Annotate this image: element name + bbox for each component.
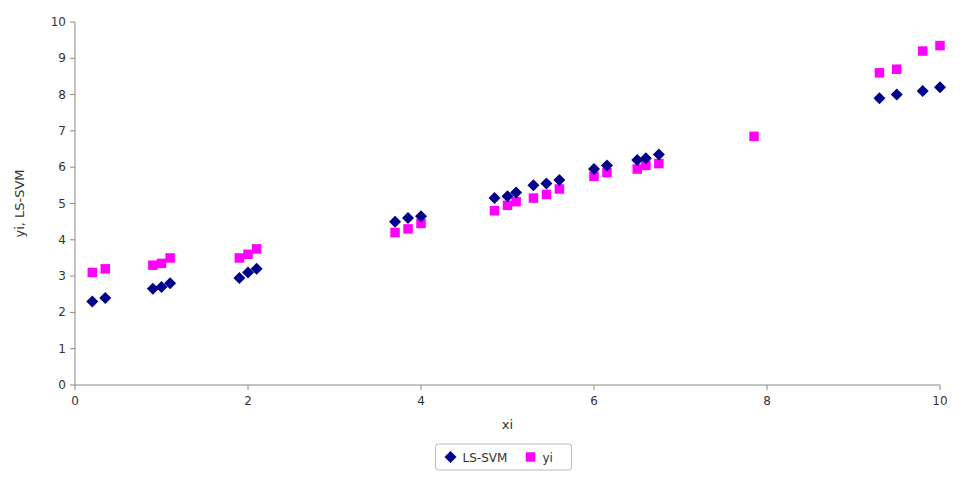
point xyxy=(917,85,929,97)
y-tick xyxy=(70,22,75,23)
y-tick-label: 2 xyxy=(58,305,66,319)
y-tick xyxy=(70,130,75,131)
point xyxy=(935,41,945,51)
y-tick xyxy=(70,276,75,277)
point xyxy=(489,192,501,204)
series-1 xyxy=(88,41,945,277)
point xyxy=(527,179,539,191)
y-tick-label: 7 xyxy=(58,124,66,138)
point xyxy=(553,174,565,186)
y-tick xyxy=(70,348,75,349)
series-0 xyxy=(86,81,946,307)
y-tick xyxy=(70,385,75,386)
point xyxy=(86,296,98,308)
plot-area xyxy=(86,41,946,308)
point xyxy=(510,187,522,199)
y-tick xyxy=(70,203,75,204)
point xyxy=(147,283,159,295)
x-tick-label: 10 xyxy=(932,394,947,408)
point xyxy=(588,163,600,175)
y-tick-label: 5 xyxy=(58,197,66,211)
y-tick-label: 4 xyxy=(58,233,66,247)
point xyxy=(601,159,613,171)
point xyxy=(402,212,414,224)
point xyxy=(148,260,158,270)
point xyxy=(891,89,903,101)
x-axis-label: xi xyxy=(502,417,513,432)
point xyxy=(157,259,167,269)
y-tick xyxy=(70,312,75,313)
y-tick xyxy=(70,167,75,168)
point xyxy=(490,206,500,216)
y-tick-label: 9 xyxy=(58,51,66,65)
point xyxy=(390,228,400,238)
legend-swatch xyxy=(526,452,536,462)
chart: 0 2 4 6 8 10 0 1 2 3 4 5 6 7 8 9 10 xi yi, LS-SVM LS-SVM yi xyxy=(0,0,975,490)
x-tick xyxy=(767,385,768,390)
point xyxy=(918,46,928,56)
x-tick-label: 0 xyxy=(71,394,79,408)
x-tick-label: 4 xyxy=(417,394,425,408)
legend-label: LS-SVM xyxy=(463,451,508,465)
y-tick-label: 3 xyxy=(58,269,66,283)
x-tick-label: 2 xyxy=(244,394,252,408)
legend-swatch xyxy=(445,451,457,463)
point xyxy=(403,224,413,234)
x-tick xyxy=(248,385,249,390)
point xyxy=(165,253,175,263)
point xyxy=(640,152,652,164)
x-tick-label: 6 xyxy=(590,394,598,408)
point xyxy=(875,68,885,78)
y-axis-label: yi, LS-SVM xyxy=(12,169,27,237)
point xyxy=(235,253,245,263)
x-tick-label: 8 xyxy=(763,394,771,408)
y-tick-label: 8 xyxy=(58,88,66,102)
y-tick xyxy=(70,94,75,95)
point xyxy=(251,263,263,275)
x-tick xyxy=(75,385,76,390)
y-tick-label: 1 xyxy=(58,342,66,356)
point xyxy=(653,148,665,160)
point xyxy=(631,154,643,166)
point xyxy=(873,92,885,104)
point xyxy=(415,210,427,222)
x-tick xyxy=(421,385,422,390)
point xyxy=(542,190,552,200)
y-tick-label: 0 xyxy=(58,378,66,392)
legend-label: yi xyxy=(543,451,553,465)
legend-box xyxy=(436,444,572,470)
point xyxy=(529,193,539,203)
y-tick-label: 10 xyxy=(51,15,66,29)
point xyxy=(934,81,946,93)
y-tick xyxy=(70,58,75,59)
point xyxy=(88,268,98,278)
point xyxy=(243,250,253,260)
point xyxy=(99,292,111,304)
y-tick xyxy=(70,239,75,240)
point xyxy=(164,277,176,289)
point xyxy=(101,264,111,274)
y-tick-label: 6 xyxy=(58,160,66,174)
point xyxy=(389,216,401,228)
point xyxy=(892,64,902,74)
x-tick xyxy=(940,385,941,390)
point xyxy=(252,244,262,254)
point xyxy=(749,132,759,142)
x-axis-line xyxy=(75,385,940,386)
x-tick xyxy=(594,385,595,390)
legend: LS-SVM yi xyxy=(436,444,572,470)
point xyxy=(540,178,552,190)
